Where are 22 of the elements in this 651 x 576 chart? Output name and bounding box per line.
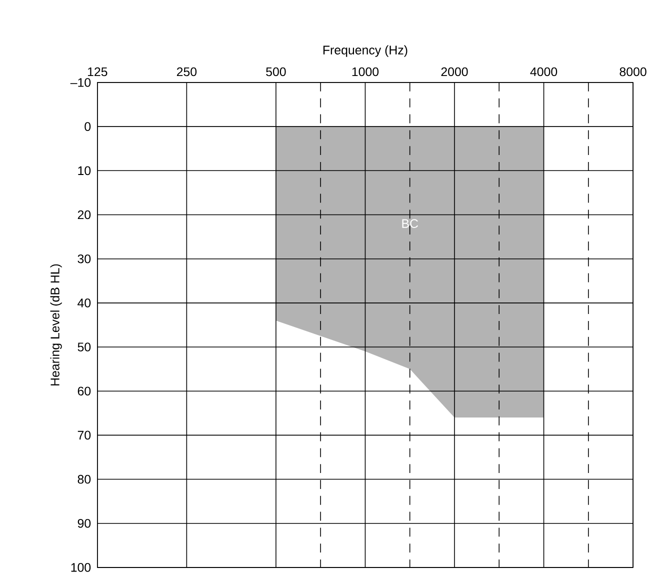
- x-tick-label: 2000: [441, 67, 468, 76]
- y-axis-title: Hearing Level (dB HL): [50, 264, 62, 386]
- y-tick-label: 90: [78, 518, 91, 528]
- y-tick-label: 10: [78, 166, 91, 176]
- y-tick-label: 50: [78, 342, 91, 352]
- x-tick-label: 250: [176, 67, 197, 76]
- y-tick-label: 0: [84, 122, 91, 131]
- y-tick-label: 30: [78, 254, 91, 264]
- y-tick-label: 60: [78, 386, 91, 396]
- y-tick-label: 20: [78, 210, 91, 220]
- x-tick-label: 4000: [530, 67, 558, 76]
- y-tick-label: 80: [78, 474, 91, 484]
- x-axis-title: Frequency (Hz): [323, 45, 408, 57]
- x-tick-label: 1000: [352, 67, 379, 76]
- series-label: BC: [402, 219, 418, 228]
- y-tick-label: 70: [78, 430, 91, 440]
- x-tick-label: 500: [266, 67, 286, 76]
- y-tick-label: 40: [78, 298, 91, 308]
- y-tick-label: 100: [71, 563, 91, 572]
- y-tick-label: –10: [70, 78, 91, 87]
- x-tick-label: 125: [88, 67, 108, 76]
- x-tick-label: 8000: [620, 67, 646, 76]
